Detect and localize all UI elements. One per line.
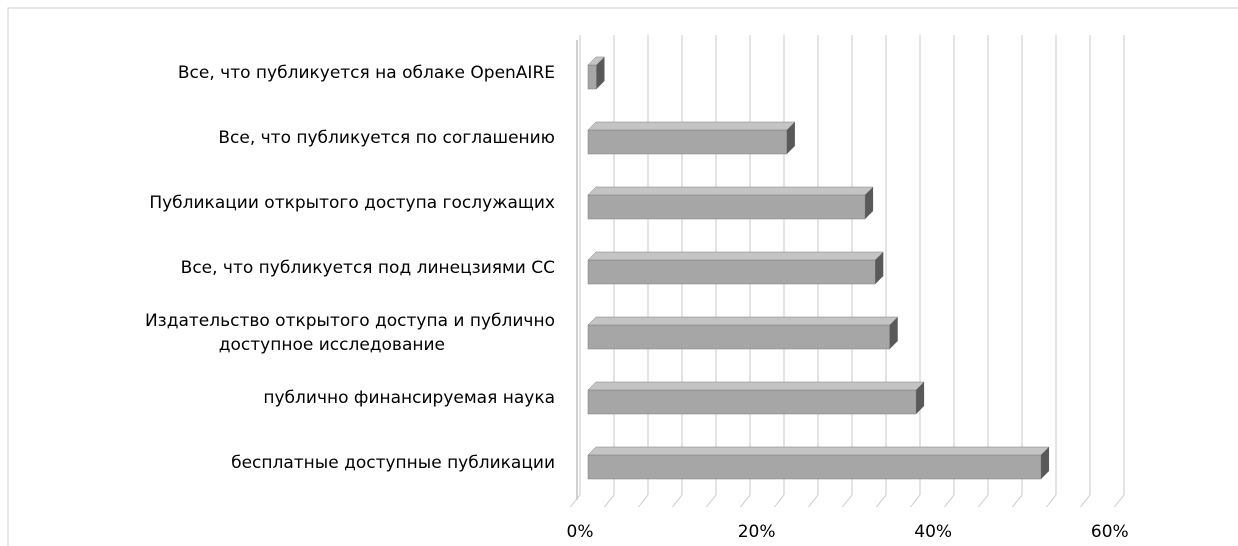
bar xyxy=(587,194,866,220)
bar xyxy=(587,324,890,350)
y-tick-label: Издательство открытого доступа и публичн… xyxy=(145,311,555,355)
y-tick-label: Все, что публикуется по соглашению xyxy=(218,128,555,148)
label-line: доступное исследование xyxy=(219,335,445,355)
bar-top xyxy=(587,251,884,261)
floor-line xyxy=(978,494,989,508)
floor-line xyxy=(1012,494,1023,508)
bar-end xyxy=(875,252,884,284)
bar-top xyxy=(587,121,796,131)
bar-end xyxy=(889,317,898,349)
floor-line xyxy=(1080,494,1091,508)
label-line: Издательство открытого доступа и публичн… xyxy=(145,311,555,331)
floor-line xyxy=(944,494,955,508)
floor-line xyxy=(1046,494,1057,508)
floor-line xyxy=(740,494,751,508)
bar-end xyxy=(865,187,874,219)
bar xyxy=(587,64,597,90)
floor-line xyxy=(706,494,717,508)
floor-line xyxy=(672,494,683,508)
x-tick-label: 20% xyxy=(738,522,776,542)
bar xyxy=(587,454,1042,480)
x-tick-label: 60% xyxy=(1091,522,1129,542)
x-tick-label: 40% xyxy=(914,522,952,542)
y-tick-label: публично финансируемая наука xyxy=(263,388,555,408)
bar-end xyxy=(1041,447,1050,479)
floor-line xyxy=(604,494,615,508)
x-tick-label: 0% xyxy=(567,522,594,542)
bar-end xyxy=(916,382,925,414)
floor-line xyxy=(910,494,921,508)
bar xyxy=(587,389,917,415)
bar-top xyxy=(587,186,874,196)
bar xyxy=(587,129,788,155)
y-tick-label: Все, что публикуется на облаке OpenAIRE xyxy=(178,63,555,83)
floor-line xyxy=(842,494,853,508)
bar xyxy=(587,259,876,285)
y-tick-label: Публикации открытого доступа гослужащих xyxy=(149,193,555,213)
floor-line xyxy=(774,494,785,508)
bar-end xyxy=(596,57,605,89)
floor-line xyxy=(808,494,819,508)
bar-end xyxy=(786,122,795,154)
floor-line xyxy=(570,494,581,508)
y-tick-label: бесплатные доступные публикации xyxy=(231,453,555,473)
bar-top xyxy=(587,381,925,391)
floor-line xyxy=(1114,494,1125,508)
chart-border xyxy=(7,7,1238,546)
floor-line xyxy=(638,494,649,508)
y-tick-label: Все, что публикуется под линецзиями СС xyxy=(181,258,555,278)
floor-line xyxy=(876,494,887,508)
bar-top xyxy=(587,316,899,326)
bar-top xyxy=(587,446,1050,456)
